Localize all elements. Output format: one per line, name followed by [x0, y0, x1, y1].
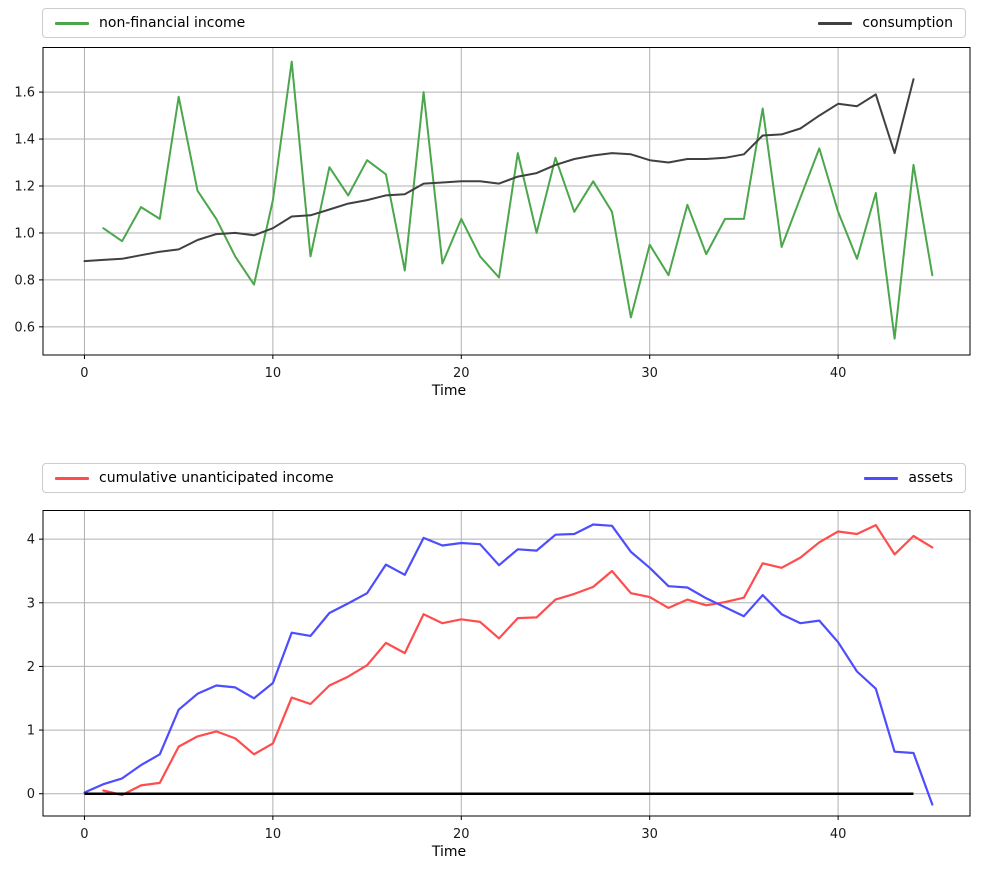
- line-swatch-icon: [864, 476, 899, 480]
- series-line-non-financial-income: [102, 60, 934, 340]
- x-tick-label: 10: [265, 827, 282, 842]
- legend-item-cumulative-unanticipated-income: cumulative unanticipated income: [55, 470, 334, 486]
- legend-item-non-financial-income: non-financial income: [55, 15, 245, 31]
- x-tick-label: 20: [453, 366, 470, 381]
- y-tick-label: 1.4: [14, 133, 35, 148]
- x-tick-label: 30: [641, 827, 658, 842]
- legend-label: assets: [908, 470, 953, 486]
- series-line-assets: [83, 523, 934, 806]
- legend-item-consumption: consumption: [818, 15, 953, 31]
- x-tick-label: 0: [80, 827, 88, 842]
- legend-label: cumulative unanticipated income: [99, 470, 334, 486]
- axes-frame: [42, 510, 971, 817]
- x-axis-label: Time: [431, 844, 466, 860]
- y-tick-label: 0: [27, 787, 35, 802]
- bottom-legend: cumulative unanticipated income assets: [42, 463, 966, 493]
- x-axis-label: Time: [431, 383, 466, 399]
- line-swatch-icon: [55, 21, 89, 25]
- x-tick-label: 0: [80, 366, 88, 381]
- legend-item-assets: assets: [864, 470, 953, 486]
- y-tick-label: 4: [27, 533, 35, 548]
- x-tick-label: 30: [641, 366, 658, 381]
- y-tick-label: 1.0: [14, 226, 35, 241]
- x-tick-label: 10: [265, 366, 282, 381]
- y-tick-label: 1: [27, 724, 35, 739]
- x-tick-label: 40: [830, 366, 847, 381]
- x-tick-label: 40: [830, 827, 847, 842]
- legend-label: non-financial income: [99, 15, 246, 31]
- y-tick-label: 1.2: [14, 179, 35, 194]
- y-tick-label: 0.8: [14, 273, 35, 288]
- axes-frame: [42, 47, 971, 356]
- x-tick-label: 20: [453, 827, 470, 842]
- y-tick-label: 3: [27, 596, 35, 611]
- y-tick-label: 2: [27, 660, 35, 675]
- line-swatch-icon: [55, 476, 89, 480]
- series-line-cumulative-unanticipated-income: [102, 524, 934, 797]
- bottom-plot-area: 0 10 20 30 40 0 1 2 3 4 Time: [27, 510, 971, 860]
- y-tick-label: 1.6: [14, 86, 35, 101]
- y-tick-label: 0.6: [14, 320, 35, 335]
- top-plot-area: 0 10 20 30 40 0.6 0.8 1.0 1.2 1.4 1.6 Time: [14, 47, 971, 399]
- top-legend: non-financial income consumption: [42, 8, 966, 38]
- legend-label: consumption: [862, 15, 953, 31]
- series-line-consumption: [83, 78, 915, 263]
- line-swatch-icon: [818, 21, 853, 25]
